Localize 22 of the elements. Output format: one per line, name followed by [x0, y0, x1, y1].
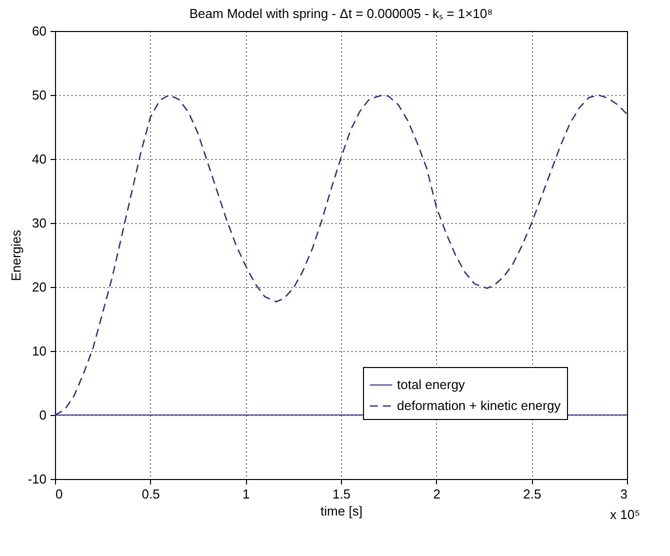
x-tick-label: 2 [433, 486, 440, 502]
y-tick-label: 60 [32, 24, 46, 38]
chart-title: Beam Model with spring - Δt = 0.000005 - kₛ = 1×10⁸ [189, 6, 493, 21]
y-tick-label: 40 [32, 152, 46, 166]
y-tick-label: 10 [32, 344, 46, 358]
y-tick-label: 20 [32, 280, 46, 294]
line-series [55, 94, 627, 416]
text: x 10⁵ [610, 507, 640, 522]
legend-label: deformation + kinetic energy [397, 398, 562, 413]
x-tick-label: 2.5 [523, 486, 542, 502]
y-tick-label: 50 [32, 88, 46, 102]
y-tick-label: 0 [39, 408, 46, 422]
x-axis-title: time [s] [320, 504, 362, 518]
legend-label: total energy [397, 377, 466, 392]
y-tick-label: 30 [32, 216, 46, 230]
y-tick-label: -10 [28, 472, 46, 486]
x-tick-label: 3 [620, 486, 628, 502]
x-tick-label: 1 [242, 486, 250, 502]
x-tick-label: 0 [56, 486, 63, 502]
x-tick-label: 1.5 [332, 486, 351, 502]
x-tick-label: 0.5 [142, 486, 160, 502]
y-axis-title: Energies [8, 229, 24, 282]
